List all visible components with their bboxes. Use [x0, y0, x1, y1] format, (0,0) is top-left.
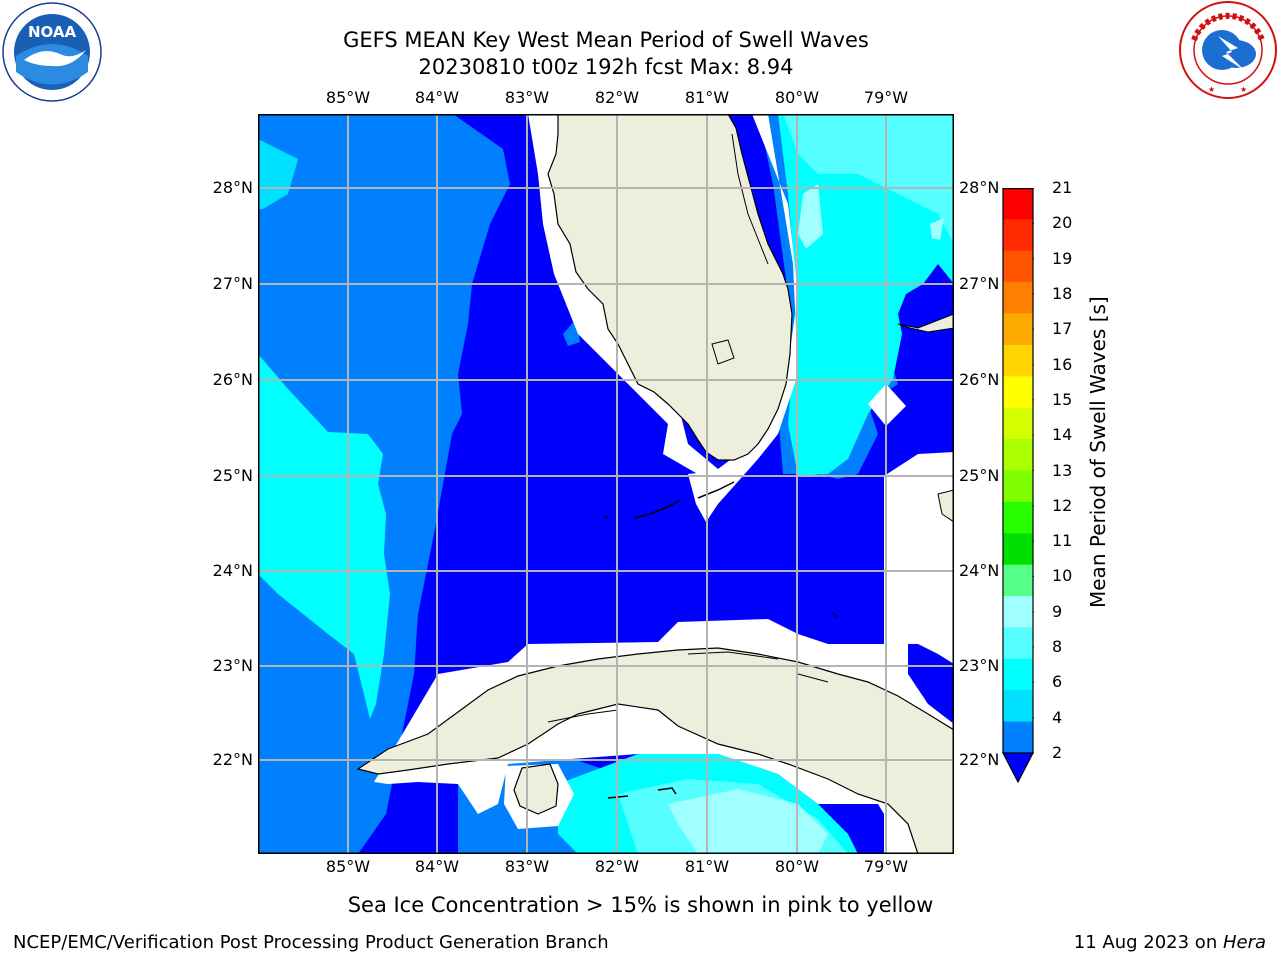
colorbar-segment [1003, 376, 1033, 409]
latitude-label-right: 23°N [959, 656, 1000, 675]
colorbar-tick-label: 8 [1052, 637, 1063, 657]
longitude-label-top: 80°W [774, 88, 820, 107]
swell-period-8-9s-east-2 [930, 218, 944, 240]
colorbar-tick-label: 11 [1052, 531, 1073, 551]
land-lake-okeechobee [711, 339, 735, 365]
map-frame [258, 114, 954, 854]
land-cuba-south-cays [547, 651, 829, 723]
latitude-label-right: 25°N [959, 466, 1000, 485]
colorbar-segment [1003, 250, 1033, 283]
colorbar-tick-label: 19 [1052, 248, 1073, 268]
colorbar-under-arrow [1002, 752, 1034, 784]
colorbar-tick-label: 18 [1052, 283, 1073, 303]
colorbar-segment [1003, 690, 1033, 723]
land-cuba [356, 647, 954, 854]
colorbar-tick-label: 6 [1052, 672, 1063, 692]
latitude-label-left: 24°N [212, 561, 253, 580]
longitude-label-bottom: 83°W [504, 857, 550, 876]
footer-date: 11 Aug 2023 on Hera [1074, 932, 1266, 954]
swell-period-4-6s-east [778, 114, 954, 476]
latitude-label-right: 27°N [959, 274, 1000, 293]
longitude-label-top: 82°W [594, 88, 640, 107]
latitude-label-left: 25°N [212, 466, 253, 485]
latitude-label-right: 24°N [959, 561, 1000, 580]
colorbar-tick-label: 12 [1052, 495, 1073, 515]
colorbar-segment [1003, 470, 1033, 503]
colorbar-tick-label: 9 [1052, 601, 1063, 621]
colorbar-segment [1003, 439, 1033, 471]
land-bahamas [897, 313, 954, 333]
longitude-label-bottom: 85°W [325, 857, 371, 876]
no-data-florida [528, 114, 798, 480]
colorbar-tick-label: 10 [1052, 566, 1073, 586]
colorbar [1002, 188, 1034, 784]
longitude-label-top: 81°W [684, 88, 730, 107]
swell-period-4-6s-west [258, 139, 298, 209]
noaa-logo-text: NOAA [28, 23, 77, 41]
colorbar-tick-label: 2 [1052, 743, 1063, 762]
colorbar-segment [1003, 219, 1033, 252]
map-panel [258, 114, 954, 854]
colorbar-tick-label: 20 [1052, 213, 1073, 233]
colorbar-segment [1003, 721, 1033, 754]
swell-period-4-6s-southwest [258, 354, 390, 719]
latitude-label-left: 27°N [212, 274, 253, 293]
longitude-label-bottom: 84°W [414, 857, 460, 876]
colorbar-tick-label: 21 [1052, 178, 1073, 197]
longitude-label-top: 85°W [325, 88, 371, 107]
longitude-label-top: 79°W [863, 88, 909, 107]
latitude-label-right: 22°N [959, 750, 1000, 769]
map-title-line-2: 20230810 t00z 192h fcst Max: 8.94 [418, 55, 794, 79]
longitude-label-bottom: 80°W [774, 857, 820, 876]
colorbar-tick-label: 17 [1052, 319, 1073, 339]
colorbar-segment [1003, 407, 1033, 440]
no-data-keys [688, 459, 758, 522]
longitude-label-top: 84°W [414, 88, 460, 107]
colorbar-label: Mean Period of Swell Waves [s] [1086, 296, 1110, 608]
colorbar-segment [1003, 533, 1033, 566]
longitude-label-bottom: 79°W [863, 857, 909, 876]
sea-ice-caption: Sea Ice Concentration > 15% is shown in … [347, 893, 934, 917]
colorbar-segment [1003, 596, 1033, 628]
colorbar-segment [1003, 188, 1033, 220]
swell-period-6-8s-east [783, 114, 954, 244]
swell-period-2-4s-west [258, 114, 510, 854]
longitude-label-bottom: 81°W [684, 857, 730, 876]
colorbar-tick-label: 14 [1052, 425, 1073, 445]
colorbar-segment [1003, 658, 1033, 691]
land-isle-of-youth [513, 763, 559, 815]
land-florida-inner-coast [731, 133, 769, 265]
national-weather-service-logo: ★ ★ [1178, 0, 1278, 100]
latitude-label-left: 28°N [212, 178, 253, 197]
latitude-label-left: 22°N [212, 750, 253, 769]
footer-branch: NCEP/EMC/Verification Post Processing Pr… [13, 932, 609, 953]
colorbar-segment [1003, 282, 1033, 315]
map-title-line-1: GEFS MEAN Key West Mean Period of Swell … [343, 28, 869, 52]
land-florida-keys [603, 481, 735, 519]
colorbar-tick-label: 4 [1052, 707, 1063, 727]
graticule [258, 114, 954, 854]
latitude-label-left: 26°N [212, 370, 253, 389]
colorbar-segment [1003, 313, 1033, 346]
longitude-label-top: 83°W [504, 88, 550, 107]
colorbar-tick-label: 15 [1052, 389, 1073, 409]
noaa-logo: NOAA [2, 2, 102, 102]
latitude-label-left: 23°N [212, 656, 253, 675]
footer-date-text: 11 Aug 2023 on [1073, 932, 1223, 953]
colorbar-segment [1003, 344, 1033, 377]
longitude-label-bottom: 82°W [594, 857, 640, 876]
svg-text:★: ★ [1240, 85, 1247, 94]
latitude-label-right: 28°N [959, 178, 1000, 197]
colorbar-segment [1003, 501, 1033, 534]
colorbar-tick-label: 16 [1052, 354, 1073, 374]
colorbar-segment [1003, 564, 1033, 597]
swell-period-8-9s-east [798, 184, 823, 249]
footer-host: Hera [1222, 932, 1266, 953]
svg-text:★: ★ [1208, 85, 1215, 94]
colorbar-tick-label: 13 [1052, 460, 1073, 480]
latitude-label-right: 26°N [959, 370, 1000, 389]
colorbar-segment [1003, 627, 1033, 660]
land-cay-sal [831, 611, 839, 619]
land-andros [937, 489, 954, 523]
